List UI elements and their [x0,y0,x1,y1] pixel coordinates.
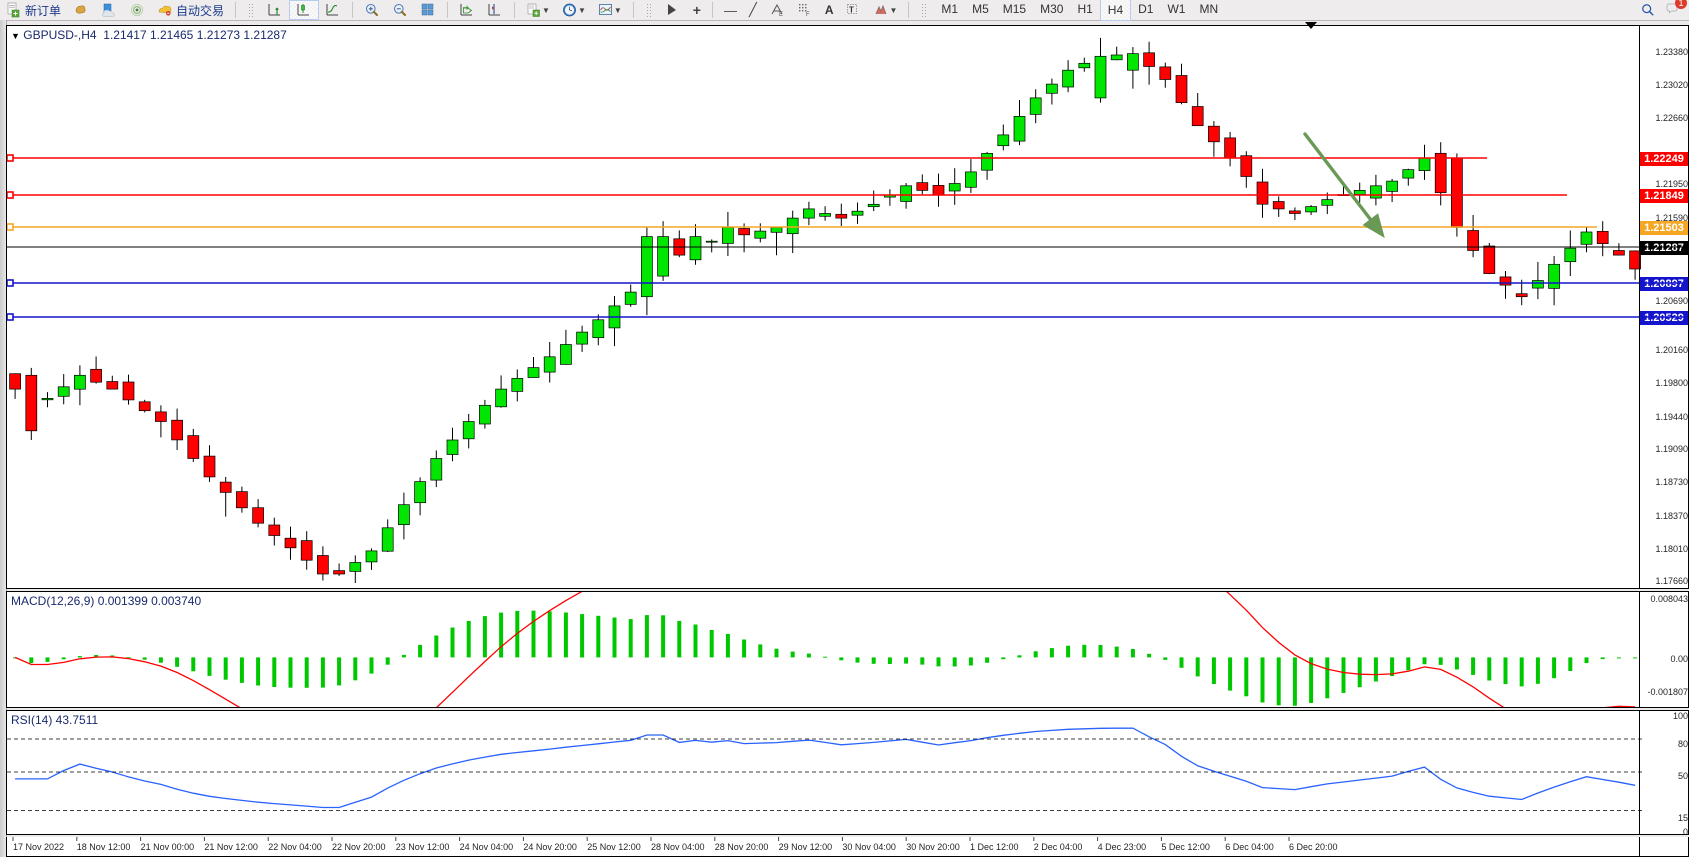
svg-text:F: F [806,12,810,18]
svg-text:T: T [849,6,854,15]
svg-text:E: E [779,12,783,18]
